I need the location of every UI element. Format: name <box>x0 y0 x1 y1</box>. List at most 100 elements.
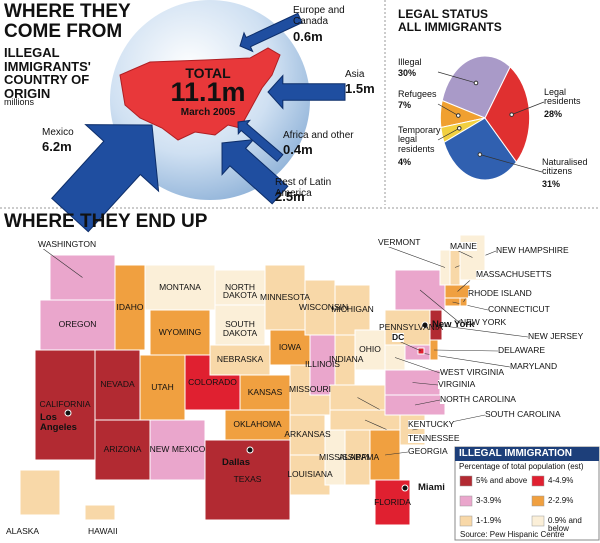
legend-swatch <box>459 495 473 507</box>
slice-label: Legal residents <box>544 87 581 107</box>
state-label: DC <box>392 332 405 342</box>
state-label: CALIFORNIA <box>39 399 91 409</box>
slice-value: 4% <box>398 157 412 167</box>
state-label: VIRGINIA <box>438 379 476 389</box>
region-value: 2.5m <box>275 189 305 204</box>
state-label: WASHINGTON <box>38 239 97 249</box>
state-label: RHODE ISLAND <box>468 288 532 298</box>
region-label: Rest of Latin America <box>275 177 332 199</box>
city-dot <box>64 409 72 417</box>
state-label: ALABAMA <box>339 451 380 462</box>
state-label: ARKANSAS <box>284 429 331 439</box>
state <box>84 504 116 521</box>
arrow <box>267 74 346 110</box>
city-label: Miami <box>418 482 445 493</box>
state-label: IDAHO <box>116 301 144 312</box>
state <box>344 429 371 486</box>
city-label: New York <box>432 319 475 330</box>
state-label: PENNSYLVANIA <box>379 321 443 332</box>
state-label: NEW MEXICO <box>149 444 206 454</box>
legend-label: 3-3.9% <box>476 496 502 505</box>
state <box>334 284 371 336</box>
state <box>39 299 116 351</box>
state-label: MAINE <box>450 241 477 251</box>
leader-line <box>384 451 409 456</box>
leader-line <box>412 382 439 386</box>
slice-value: 28% <box>544 109 563 119</box>
state-label: NEW YORK <box>460 317 507 327</box>
state-label: COLORADO <box>188 376 237 387</box>
leader-dot <box>473 80 479 86</box>
city-label: Los Angeles <box>40 412 77 433</box>
state-label: KENTUCKY <box>408 419 455 429</box>
slice-label: Illegal <box>398 57 422 67</box>
legend-swatch <box>531 495 545 507</box>
slice-label: Temporary legal residents <box>398 125 441 154</box>
state-label: WEST VIRGINIA <box>440 367 505 377</box>
state-label: OHIO <box>359 344 381 354</box>
city-dot <box>246 446 254 454</box>
state-label: KANSAS <box>247 386 283 397</box>
source: Source: Pew Hispanic Centre <box>460 530 565 539</box>
total-label: TOTAL <box>185 65 231 81</box>
leader-line <box>437 127 460 141</box>
city-dot <box>401 484 409 492</box>
state-label: MISSOURI <box>288 384 332 394</box>
state-label: MINNESOTA <box>260 291 310 302</box>
leader-line <box>394 357 441 374</box>
leader-line <box>37 244 83 278</box>
leader-line <box>435 324 529 338</box>
section-title: WHERE THEY COME FROM <box>4 1 131 42</box>
pie-slice <box>484 65 531 163</box>
state-label: NORTH CAROLINA <box>440 394 516 404</box>
legend-label: 5% and above <box>476 476 528 485</box>
state <box>289 454 331 496</box>
state-label: IOWA <box>278 341 302 352</box>
leader-line <box>414 399 441 406</box>
region-label: Mexico <box>42 127 74 138</box>
state-label: FLORIDA <box>374 496 411 507</box>
leader-line <box>511 101 545 115</box>
leader-line <box>377 242 446 268</box>
legend-title: ILLEGAL IMMIGRATION <box>459 448 572 459</box>
state <box>214 269 266 306</box>
state-label: SOUTH CAROLINA <box>485 409 561 419</box>
state <box>114 264 146 351</box>
pie-slice <box>441 55 511 119</box>
legend-swatch <box>531 515 545 527</box>
state-label: WYOMING <box>158 326 202 337</box>
slice-value: 30% <box>398 68 417 78</box>
state-label: INDIANA <box>329 354 364 364</box>
state-label: LOUISIANA <box>287 469 333 479</box>
legend-label: 1-1.9% <box>476 516 502 525</box>
state-label: MICHIGAN <box>331 304 374 314</box>
slice-label: Refugees <box>398 89 437 99</box>
leader-line <box>437 103 459 116</box>
state-label: DELAWARE <box>498 345 546 355</box>
state <box>144 264 216 311</box>
state-label: WISCONSIN <box>299 301 349 312</box>
region-value: 0.6m <box>293 29 323 44</box>
state-label: UTAH <box>151 381 174 392</box>
leader-line <box>419 289 461 324</box>
subtitle: ILLEGAL IMMIGRANTS' COUNTRY OF ORIGIN <box>4 45 91 101</box>
state <box>204 439 291 521</box>
slice-value: 7% <box>398 100 412 110</box>
state-label: ALASKA <box>6 526 40 536</box>
legend-swatch <box>459 515 473 527</box>
legend-header <box>455 447 599 461</box>
region-value: 6.2m <box>42 139 72 154</box>
arrow <box>237 119 284 163</box>
state-label: OREGON <box>58 319 97 329</box>
state <box>19 469 61 516</box>
state-label: NEW JERSEY <box>528 331 584 341</box>
leader-line <box>452 301 489 311</box>
state-label: TEXAS <box>233 474 262 484</box>
region-label: Asia <box>345 69 365 80</box>
state-label: NEW HAMPSHIRE <box>496 245 569 255</box>
leader-line <box>437 71 477 84</box>
legend-swatch <box>459 475 473 487</box>
leader-dot <box>455 113 461 118</box>
chart-title: LEGAL STATUS ALL IMMIGRANTS <box>398 7 502 34</box>
